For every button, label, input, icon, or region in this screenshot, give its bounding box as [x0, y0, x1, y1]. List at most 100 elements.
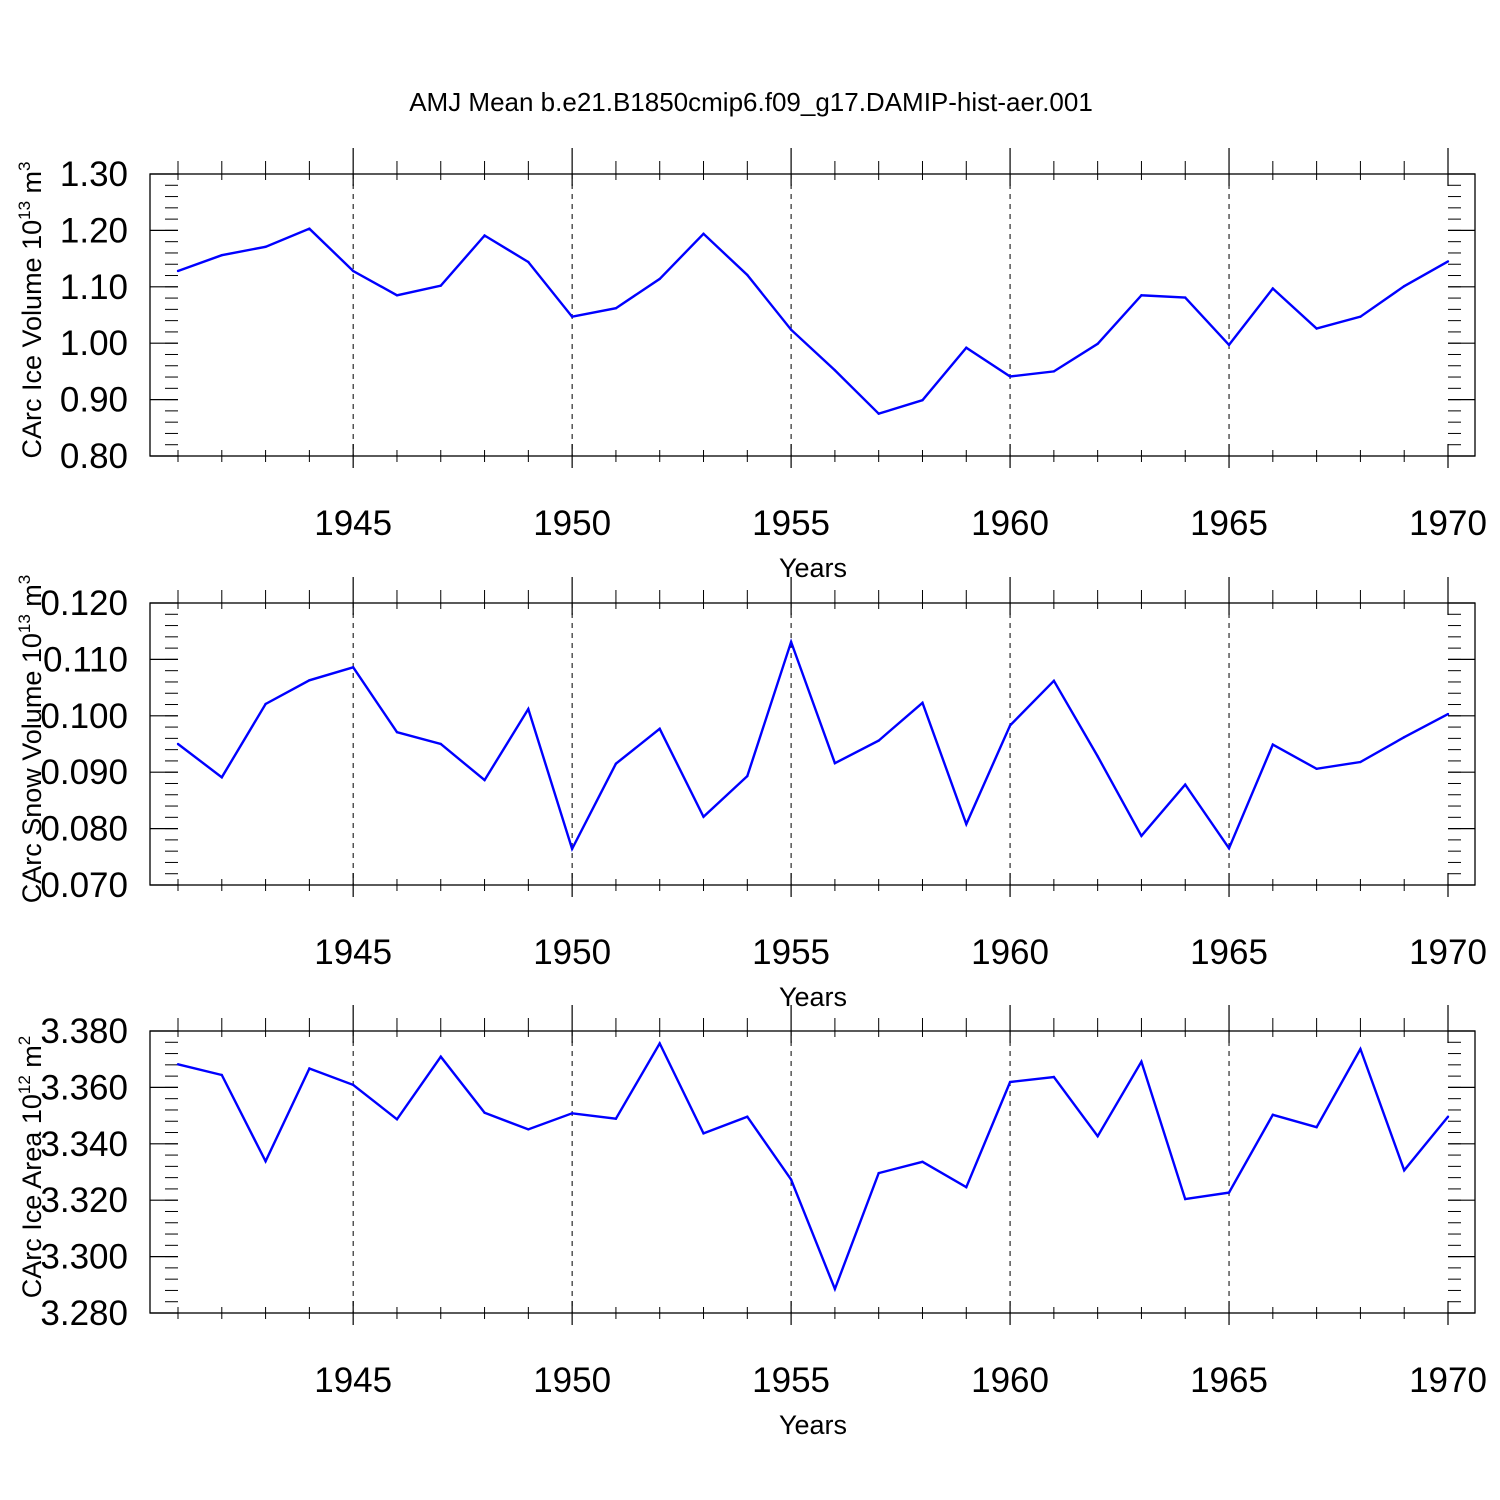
panel-2-data-point [789, 640, 793, 644]
panel-3-data-point [1446, 1115, 1450, 1118]
panel-2-data-point [439, 742, 442, 746]
panel-2-y-tick-label: 0.090 [40, 753, 128, 792]
panel-2-data-point [1403, 736, 1406, 739]
panel-3-data-point [351, 1083, 355, 1087]
panel-2-x-tick-label: 1965 [1190, 933, 1268, 972]
panel-1-data-point [1446, 260, 1450, 263]
panel-3-data-point [1271, 1113, 1275, 1116]
panel-3-x-tick-label: 1945 [314, 1361, 392, 1400]
panel-2-data-point [395, 730, 399, 734]
panel-1-data-point [1403, 285, 1406, 288]
panel-2-data-point [176, 742, 180, 746]
chart-panel-2: 1945 1950 1955 1960 1965 1970 0.070 0.080 0.090 0… [15, 575, 1487, 1012]
panel-3-y-tick-label: 3.320 [40, 1181, 128, 1220]
panel-3-data-point [527, 1128, 530, 1131]
panel-1-data-point [1008, 375, 1012, 378]
panel-2-data-point [570, 847, 574, 851]
panel-2-series-line [177, 638, 1449, 853]
panel-2-x-axis-label: Years [779, 982, 847, 1012]
panel-2-data-point [658, 727, 661, 730]
panel-1-y-tick-label: 0.90 [60, 381, 128, 420]
panel-1-x-tick-label: 1970 [1409, 504, 1487, 543]
panel-1-x-tick-label: 1955 [752, 504, 830, 543]
panel-3-series-line [177, 1040, 1449, 1293]
panel-1-data-point [702, 232, 705, 235]
panel-2-data-point [1184, 783, 1187, 786]
panel-3-data-point [1359, 1047, 1362, 1051]
panel-3-data-point [877, 1171, 880, 1175]
panel-1-data-point [176, 269, 180, 273]
panel-3-y-tick-label: 3.280 [40, 1294, 128, 1333]
panel-1-data-point [965, 346, 968, 349]
panel-1-data-point [746, 273, 749, 277]
panel-2-data-point [308, 679, 311, 682]
panel-1-data-point [527, 260, 530, 264]
panel-3-y-tick-label: 3.360 [40, 1068, 128, 1107]
panel-2-data-point [965, 822, 968, 826]
panel-1-y-axis-label-unit: m [17, 171, 47, 201]
panel-1-data-point [877, 412, 880, 415]
panel-3-frame [149, 1030, 1476, 1314]
panel-3-x-tick-label: 1960 [971, 1361, 1049, 1400]
panel-2-data-point [351, 666, 355, 669]
panel-1-y-tick-label: 1.00 [60, 324, 128, 363]
panel-1-y-tick-label: 1.20 [60, 211, 128, 250]
chart-panel-1: 1945 1950 1955 1960 1965 1970 0.80 0.90 1.00 1.10… [15, 148, 1487, 583]
panel-2-data-point [1008, 724, 1012, 727]
panel-3-y-tick-label: 3.380 [40, 1012, 128, 1051]
panel-2-data-point [264, 702, 267, 706]
panel-2-y-axis-label-unit: m [17, 584, 47, 614]
panel-1-y-axis-label-base: CArc Ice Volume 10 [17, 220, 47, 459]
panel-3-data-point [439, 1055, 442, 1058]
panel-2-x-tick-label: 1955 [752, 933, 830, 972]
panel-3-y-tick-label: 3.340 [40, 1125, 128, 1164]
panel-1-data-point [1359, 315, 1362, 318]
panel-1-data-point [1052, 370, 1056, 373]
panel-2-y-axis-label-exponent: 13 [15, 614, 34, 633]
panel-2-data-point [1052, 679, 1056, 683]
panel-3-y-axis-label-base: CArc Ice Area 10 [17, 1094, 47, 1298]
plots-container: 1945 1950 1955 1960 1965 1970 0.80 0.90 1.00 1.10… [15, 148, 1487, 1440]
panel-3-data-point [1315, 1125, 1318, 1129]
chart-panel-3: 1945 1950 1955 1960 1965 1970 3.280 3.300 3.320 3… [15, 1005, 1487, 1440]
panel-1-data-point [789, 328, 793, 331]
panel-1-data-point [395, 294, 399, 297]
panel-1-x-tick-label: 1960 [971, 504, 1049, 543]
panel-3-data-point [395, 1118, 399, 1121]
panel-1-data-point [439, 284, 442, 287]
panel-1-data-point [1096, 342, 1099, 345]
panel-1-data-point [220, 254, 223, 257]
panel-2-y-axis-label-unit-exponent: 3 [15, 575, 34, 584]
panel-2-data-point [746, 774, 749, 778]
panel-2-data-point [921, 701, 924, 705]
panel-3-data-point [1227, 1191, 1231, 1194]
panel-1-data-point [1140, 294, 1143, 297]
panel-3-x-tick-label: 1970 [1409, 1361, 1487, 1400]
panel-2-y-tick-label: 0.100 [40, 697, 128, 736]
panel-1-data-point [1271, 287, 1275, 290]
panel-1-y-axis-label-exponent: 13 [15, 201, 34, 220]
panel-3-data-point [833, 1287, 837, 1291]
panel-3-data-point [483, 1111, 486, 1114]
panel-2-data-point [877, 739, 880, 742]
panel-3-data-point [921, 1160, 924, 1164]
panel-1-series-line [177, 227, 1449, 416]
panel-3-data-point [614, 1117, 618, 1120]
panel-2-data-point [220, 776, 223, 779]
panel-2-data-point [833, 761, 837, 765]
panel-3-data-point [746, 1115, 749, 1118]
panel-1-x-tick-label: 1965 [1190, 504, 1268, 543]
panel-3-y-axis-label: CArc Ice Area 1012 m2 [15, 1036, 47, 1299]
panel-3-data-point [789, 1178, 793, 1181]
panel-3-data-point [1140, 1060, 1143, 1063]
panel-1-y-tick-label: 1.10 [60, 268, 128, 307]
panel-3-data-point [702, 1132, 705, 1135]
panel-1-data-point [658, 277, 661, 281]
figure-title: AMJ Mean b.e21.B1850cmip6.f09_g17.DAMIP-… [409, 87, 1093, 117]
panel-3-data-point [1096, 1134, 1099, 1138]
panel-1-x-tick-label: 1950 [533, 504, 611, 543]
panel-2-y-tick-label: 0.070 [40, 866, 128, 905]
panel-1-data-point [921, 398, 924, 402]
panel-2-data-point [527, 707, 530, 711]
